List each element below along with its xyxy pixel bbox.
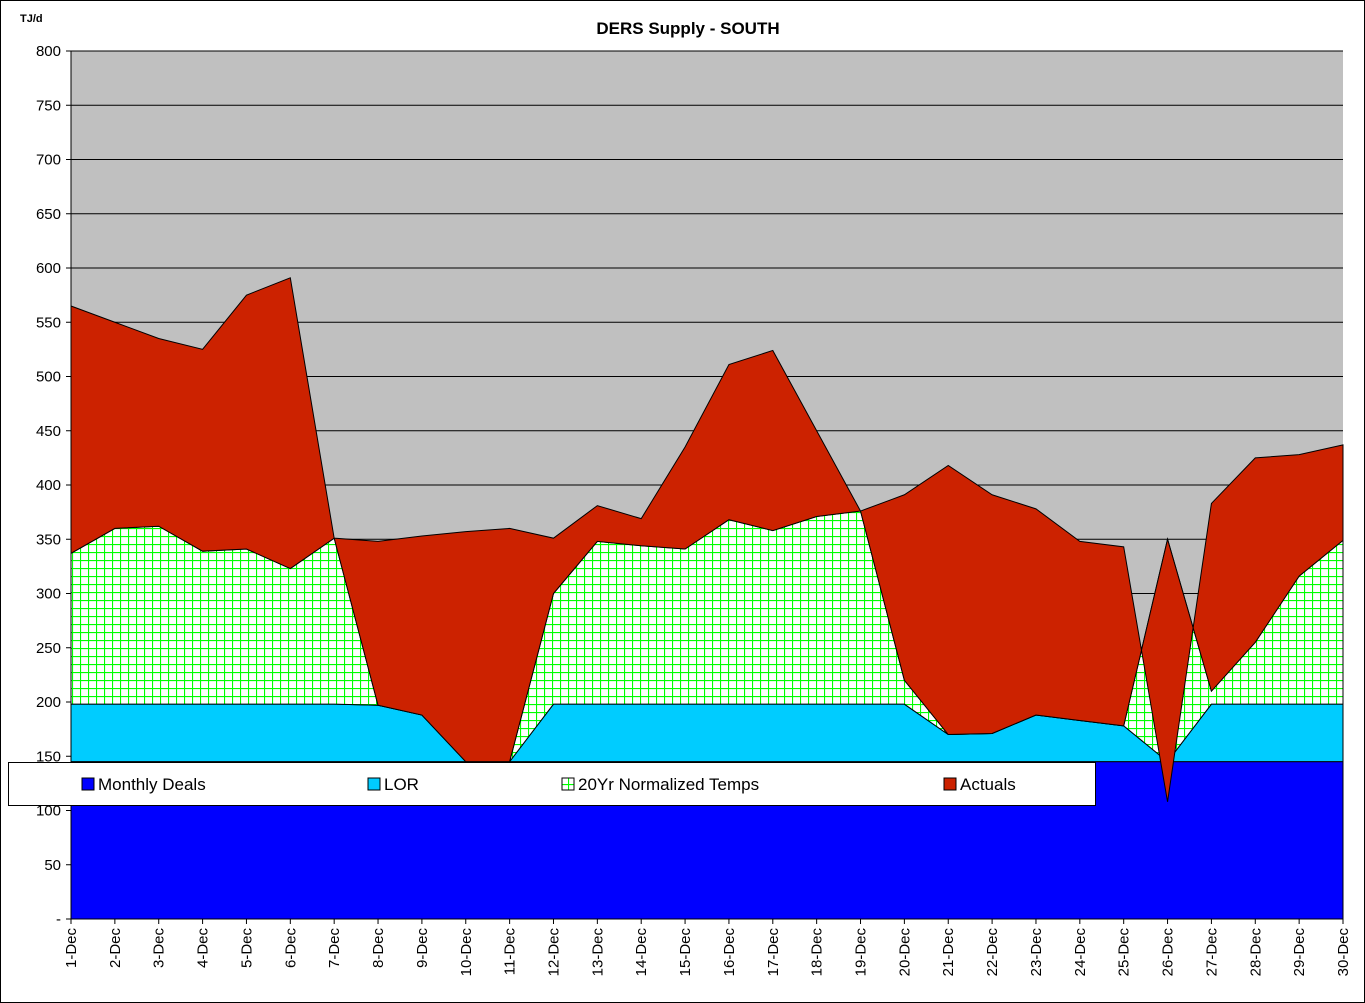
x-tick-label: 14-Dec bbox=[633, 928, 650, 977]
x-tick-label: 11-Dec bbox=[502, 928, 519, 976]
y-tick-label: 600 bbox=[36, 260, 61, 277]
x-tick-label: 20-Dec bbox=[896, 928, 913, 977]
x-tick-label: 16-Dec bbox=[721, 928, 738, 977]
x-tick-label: 17-Dec bbox=[765, 928, 782, 977]
x-tick-label: 18-Dec bbox=[809, 928, 826, 977]
x-tick-label: 1-Dec bbox=[63, 928, 80, 969]
y-tick-label: 50 bbox=[44, 857, 61, 874]
x-tick-label: 6-Dec bbox=[282, 928, 299, 969]
y-tick-label: 350 bbox=[36, 531, 61, 548]
y-tick-label: 700 bbox=[36, 152, 61, 169]
x-tick-label: 23-Dec bbox=[1028, 928, 1045, 977]
legend-swatch bbox=[943, 777, 957, 791]
x-tick-label: 24-Dec bbox=[1072, 928, 1089, 977]
y-tick-label: 550 bbox=[36, 314, 61, 331]
y-tick-label: 300 bbox=[36, 586, 61, 603]
y-tick-label: 100 bbox=[36, 803, 61, 820]
y-tick-label: 400 bbox=[36, 477, 61, 494]
chart-title: DERS Supply - SOUTH bbox=[596, 19, 779, 38]
x-tick-label: 2-Dec bbox=[107, 928, 124, 969]
x-tick-label: 5-Dec bbox=[238, 928, 255, 969]
legend-swatch bbox=[561, 777, 575, 791]
y-tick-label: - bbox=[56, 911, 61, 928]
x-tick-label: 13-Dec bbox=[589, 928, 606, 977]
legend-box bbox=[8, 762, 1096, 806]
x-tick-label: 8-Dec bbox=[370, 928, 387, 969]
x-tick-label: 4-Dec bbox=[195, 928, 212, 969]
legend-label: 20Yr Normalized Temps bbox=[578, 775, 759, 794]
x-tick-label: 25-Dec bbox=[1116, 928, 1133, 977]
x-tick-label: 30-Dec bbox=[1335, 928, 1352, 977]
legend-label: Monthly Deals bbox=[98, 775, 206, 794]
x-tick-label: 26-Dec bbox=[1160, 928, 1177, 977]
x-tick-label: 12-Dec bbox=[545, 928, 562, 977]
legend-label: LOR bbox=[384, 775, 419, 794]
x-tick-label: 28-Dec bbox=[1247, 928, 1264, 977]
x-tick-label: 10-Dec bbox=[458, 928, 475, 977]
y-tick-label: 150 bbox=[36, 748, 61, 765]
y-tick-label: 800 bbox=[36, 43, 61, 60]
legend: Monthly Deals LOR 20Yr Normalized Temps Act… bbox=[8, 762, 1096, 806]
area bbox=[70, 277, 1344, 802]
y-tick-label: 450 bbox=[36, 423, 61, 440]
x-tick-label: 9-Dec bbox=[414, 928, 431, 969]
x-tick-label: 3-Dec bbox=[151, 928, 168, 969]
legend-swatch bbox=[367, 777, 381, 791]
y-tick-label: 750 bbox=[36, 97, 61, 114]
x-tick-label: 21-Dec bbox=[940, 928, 957, 977]
y-tick-label: 500 bbox=[36, 369, 61, 386]
y-axis-label: TJ/d bbox=[20, 13, 43, 25]
x-tick-label: 19-Dec bbox=[853, 928, 870, 977]
x-tick-label: 15-Dec bbox=[677, 928, 694, 977]
y-tick-label: 650 bbox=[36, 206, 61, 223]
x-tick-label: 7-Dec bbox=[326, 928, 343, 969]
legend-swatch bbox=[81, 777, 95, 791]
x-tick-label: 27-Dec bbox=[1203, 928, 1220, 977]
y-tick-label: 200 bbox=[36, 694, 61, 711]
y-tick-label: 250 bbox=[36, 640, 61, 657]
x-tick-label: 29-Dec bbox=[1291, 928, 1308, 977]
legend-label: Actuals bbox=[960, 775, 1016, 794]
x-tick-label: 22-Dec bbox=[984, 928, 1001, 977]
